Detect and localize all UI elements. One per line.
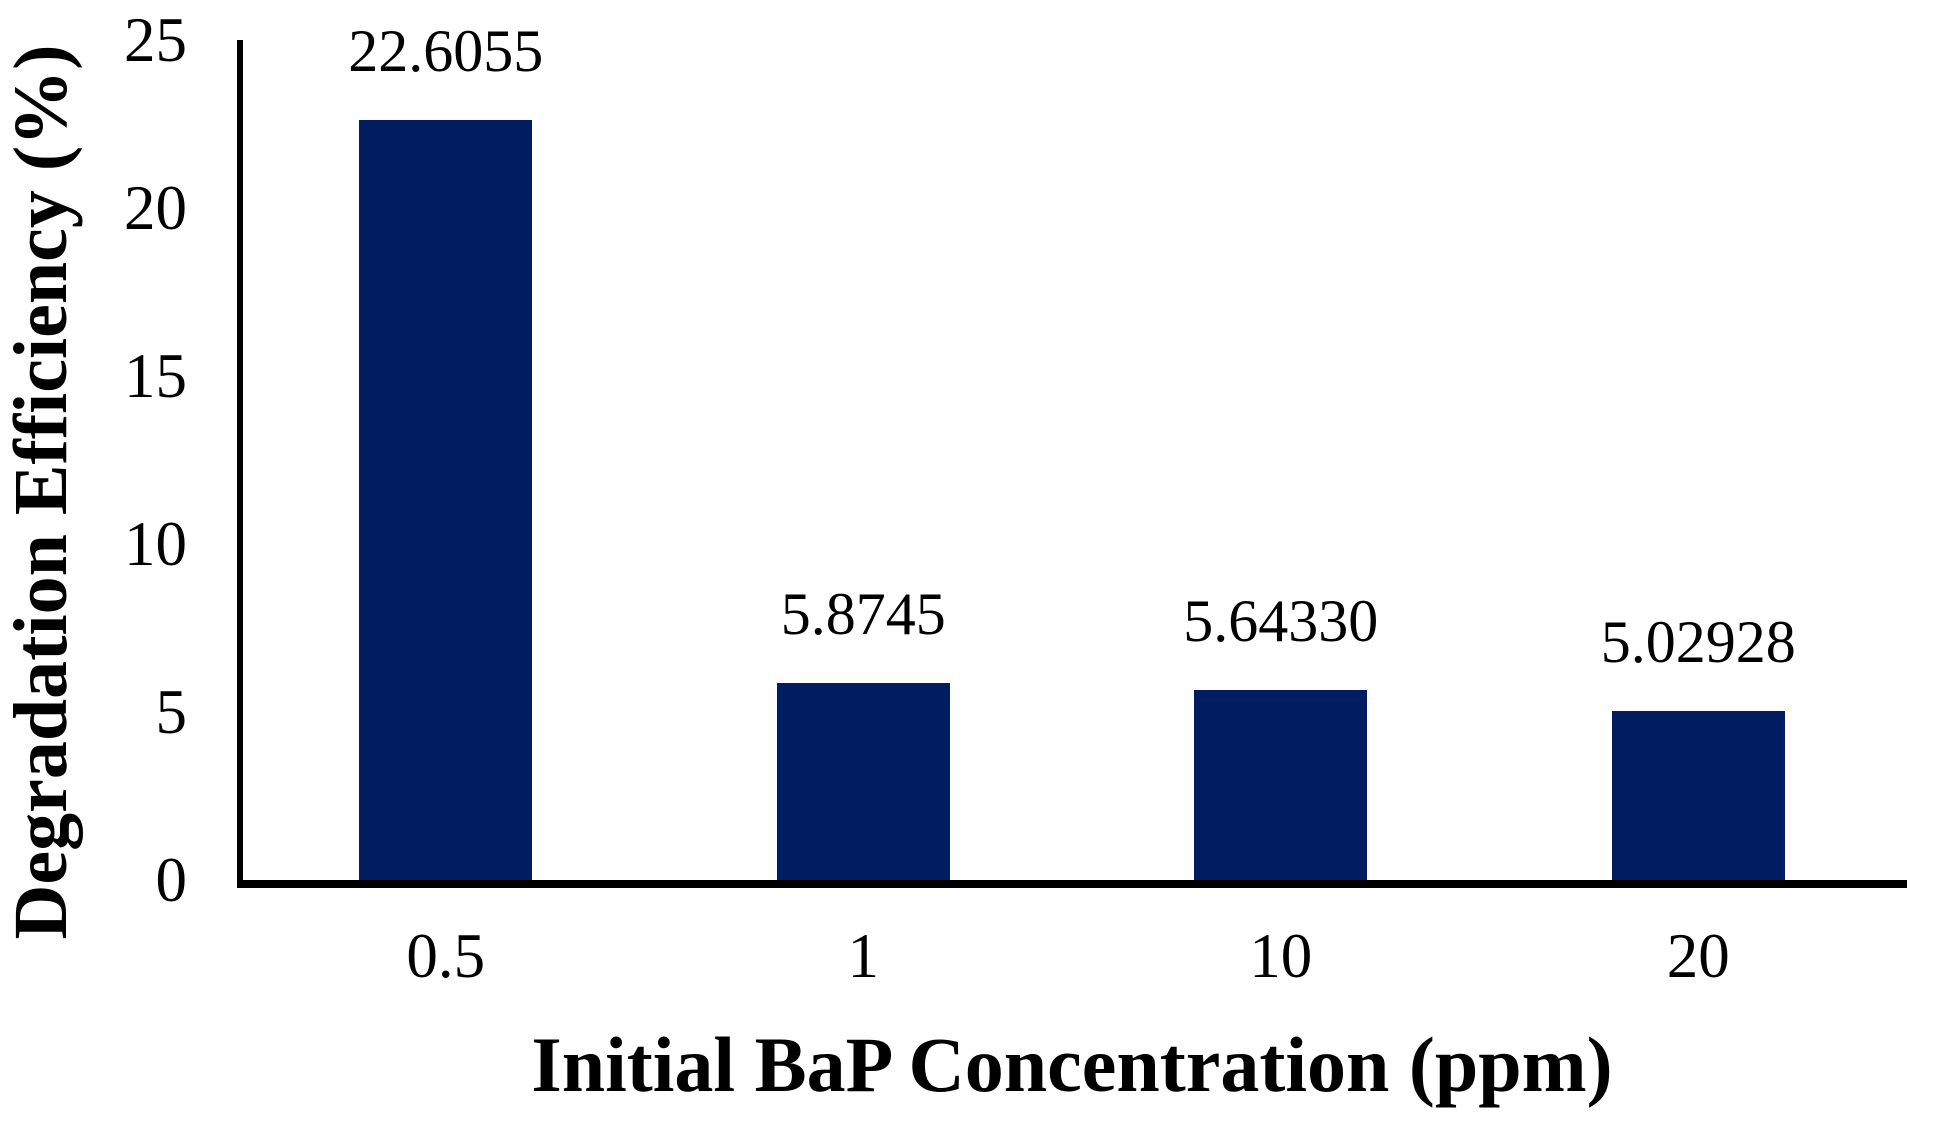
y-tick-label: 0 (155, 844, 188, 915)
bar-value-label: 5.02928 (1600, 609, 1796, 676)
bar (776, 682, 950, 880)
bar (359, 120, 533, 880)
y-tick-label: 5 (155, 676, 188, 747)
x-tick-label: 1 (847, 921, 880, 991)
x-tick-label: 10 (1249, 921, 1313, 991)
bar-value-label: 5.64330 (1183, 588, 1379, 655)
bar-value-label: 22.6055 (348, 18, 544, 85)
x-axis-title: Initial BaP Concentration (ppm) (531, 1021, 1613, 1108)
x-axis-line (237, 880, 1907, 888)
y-axis-line (237, 40, 243, 888)
bar-value-label: 5.8745 (780, 580, 946, 647)
bar (1194, 690, 1368, 880)
y-tick-label: 20 (124, 172, 187, 243)
y-tick-label: 10 (124, 508, 187, 579)
y-tick-label: 15 (124, 340, 187, 411)
x-tick-label: 20 (1666, 921, 1730, 991)
y-tick-label: 25 (124, 4, 187, 75)
x-tick-label: 0.5 (406, 921, 486, 991)
bar (1611, 711, 1785, 880)
